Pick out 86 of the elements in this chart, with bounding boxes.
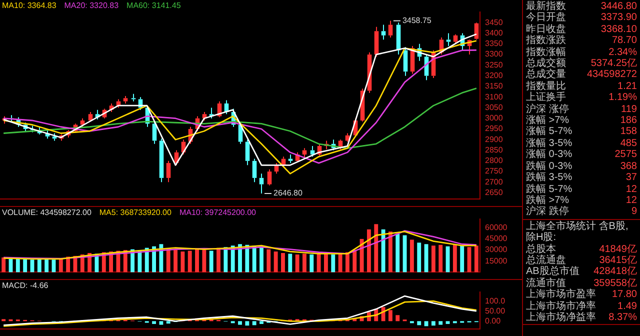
y-tick-label: 3000 (485, 114, 504, 123)
text: MA10: 3364.83 (2, 1, 57, 10)
text: 总流通盘 (526, 254, 566, 266)
text: 最新指数 (526, 1, 566, 12)
y-tick-label: 2650 (485, 188, 504, 198)
text: 总成交额 (526, 58, 566, 70)
text: 上证换手 (526, 92, 566, 104)
text: MA20: 3320.83 (64, 1, 120, 10)
text: MACD: -4.66 (2, 281, 49, 290)
text: 指数量比 (526, 80, 566, 92)
text: 指数涨跌 (526, 35, 566, 46)
y-tick-label: 2900 (485, 134, 504, 144)
text: 2.34% (608, 46, 637, 58)
text: 12 (626, 194, 637, 206)
text: 沪深 跌停 (526, 206, 569, 218)
y-tick-label: 2850 (485, 145, 504, 154)
text: 359558亿 (594, 278, 637, 289)
text: 流通市值 (526, 278, 566, 289)
text: 上海全市场统计 含B股,除H股: (526, 220, 630, 244)
y-tick-label: 100.0 (485, 296, 506, 306)
text: 指数涨幅 (526, 46, 566, 58)
text: 9 (631, 206, 637, 218)
text: 总成交量 (526, 69, 566, 80)
y-tick-label: 60000 (485, 223, 508, 232)
text: 5374.25亿 (590, 58, 637, 70)
text: 12 (626, 184, 637, 195)
text: 17.80 (612, 289, 637, 301)
text: 2575 (614, 149, 637, 161)
text: 1.21 (618, 80, 637, 92)
y-tick-label: 3050 (485, 102, 504, 112)
text: 36415亿 (599, 254, 637, 266)
y-tick-label: 3200 (485, 71, 504, 80)
annotation: 3458.75 (402, 16, 432, 25)
text: 8.37% (608, 312, 637, 324)
y-tick-label: 3400 (485, 28, 504, 38)
y-tick-label: 2700 (485, 177, 504, 186)
text: MA5: 368733920.00 (99, 208, 172, 218)
text: 跌幅 3-5% (526, 172, 572, 184)
text: 485 (620, 138, 637, 150)
text: 186 (620, 115, 637, 126)
text: 今日开盘 (526, 12, 566, 24)
text: 跌幅 >7% (526, 194, 570, 206)
text: AB股总市值 (526, 266, 580, 278)
y-tick-label: 0.00 (485, 316, 502, 326)
text: 跌幅 5-7% (526, 184, 572, 194)
text: 上海市场净益率 (526, 312, 596, 324)
text: 涨幅 5-7% (526, 126, 572, 138)
text: 昨日收盘 (526, 24, 566, 35)
text: 434598272 (586, 69, 637, 81)
y-tick-label: 3300 (485, 50, 504, 59)
text: VOLUME: 434598272.00 (2, 208, 92, 218)
text: 3446.80 (600, 1, 637, 12)
y-tick-label: 2800 (485, 156, 504, 166)
y-tick-label: 3150 (485, 82, 504, 91)
y-tick-label: 45000 (485, 234, 508, 244)
y-tick-label: 3450 (485, 18, 504, 27)
text: 涨幅 0-3% (526, 149, 572, 160)
y-tick-label: 30000 (485, 245, 508, 254)
text: 总股本 (526, 244, 556, 255)
y-tick-label: 3350 (485, 39, 504, 48)
text: MA10: 397245200.00 (179, 208, 257, 218)
y-tick-label: 2950 (485, 124, 504, 134)
text: 3368.10 (600, 24, 637, 36)
y-tick-label: 3250 (485, 60, 504, 70)
text: 上海市场市盈率 (526, 289, 596, 300)
text: 37 (626, 172, 637, 184)
text: 41849亿 (599, 244, 637, 255)
text: 沪深 涨停 (526, 104, 569, 115)
text: 368 (620, 160, 637, 172)
y-tick-label: 2750 (485, 166, 504, 176)
y-tick-label: 3100 (485, 92, 504, 102)
text: 跌幅 0-3% (526, 160, 572, 172)
text: 3373.90 (600, 12, 637, 24)
text: 1.49 (618, 300, 637, 312)
text: 119 (621, 104, 637, 116)
text: MA60: 3141.45 (126, 1, 182, 10)
annotation: 2646.80 (273, 188, 303, 198)
text: 涨幅 >7% (526, 115, 570, 126)
text: 1.19% (608, 92, 637, 104)
text: 78.70 (612, 35, 637, 47)
y-tick-label: 50.00 (485, 306, 506, 316)
text: 158 (620, 126, 637, 138)
text: 涨幅 3-5% (526, 138, 572, 149)
y-tick-label: 15000 (485, 256, 508, 266)
text: 上海市场市净率 (526, 300, 596, 312)
text: 428418亿 (594, 266, 637, 278)
